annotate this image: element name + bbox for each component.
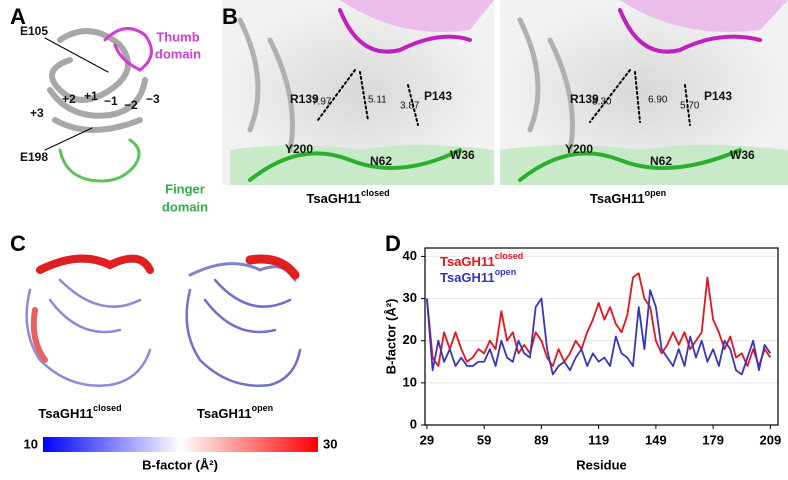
line: [426, 289, 772, 376]
caption: TsaGH11open: [590, 188, 666, 206]
x-axis-label: Residue: [576, 457, 627, 472]
domain-label: Thumb: [156, 29, 199, 44]
subsite: +2: [62, 92, 76, 106]
distance-label: 6.90: [648, 95, 668, 106]
panel-label: C: [10, 231, 26, 256]
distance-label: 8.30: [592, 97, 612, 108]
line: [426, 272, 772, 367]
text-base: TsaGH11: [440, 254, 495, 269]
text-sup: closed: [93, 403, 122, 413]
x-tick-label: 89: [534, 432, 548, 447]
x-tick-label: 179: [702, 432, 724, 447]
domain-label: domain: [162, 199, 208, 214]
domain-label: Finger: [165, 181, 205, 196]
subsite: −2: [124, 98, 138, 112]
legend-entry: TsaGH11closed: [440, 251, 523, 269]
subsite: +3: [30, 106, 44, 120]
plot-frame: [424, 247, 779, 426]
x-tick-label: 119: [588, 432, 609, 447]
residue-label: W36: [730, 148, 755, 162]
distance-label: 7.97: [312, 97, 332, 108]
colorbar-tick-label: 30: [323, 436, 337, 451]
y-tick-label: 30: [403, 290, 417, 305]
text-sup: closed: [495, 251, 524, 261]
protein-a: [44, 27, 153, 183]
residue-label: R139: [570, 92, 599, 106]
x-tick-label: 149: [645, 432, 667, 447]
caption: TsaGH11closed: [306, 188, 389, 206]
text-sup: open: [252, 403, 274, 413]
domain-label: domain: [155, 46, 201, 61]
distance-label: 5.70: [680, 101, 700, 112]
x-tick-label: 29: [420, 432, 434, 447]
text-base: TsaGH11: [590, 191, 645, 206]
residue-label: E105: [20, 24, 48, 38]
text-base: TsaGH11: [38, 406, 93, 421]
colorbar-label: B-factor (Å²): [142, 457, 218, 472]
y-tick-label: 10: [403, 374, 417, 389]
y-tick-label: 0: [410, 416, 417, 431]
subsite: −1: [104, 94, 118, 108]
residue-label: Y200: [285, 142, 313, 156]
subsite: −3: [146, 92, 160, 106]
residue-label: P143: [704, 89, 732, 103]
residue-label: Y200: [565, 142, 593, 156]
text-base: TsaGH11: [440, 270, 495, 285]
text-sup: open: [645, 188, 667, 198]
text-sup: closed: [361, 188, 390, 198]
residue-label: W36: [450, 148, 475, 162]
text-base: TsaGH11: [197, 406, 252, 421]
residue-label: E198: [20, 150, 48, 164]
colorbar: [43, 437, 318, 452]
residue-label: N62: [650, 154, 672, 168]
y-tick-label: 40: [403, 248, 417, 263]
x-tick-label: 209: [760, 432, 782, 447]
caption: TsaGH11closed: [38, 403, 121, 421]
residue-label: R139: [290, 92, 319, 106]
structure-c: [25, 254, 302, 387]
x-tick-label: 59: [477, 432, 491, 447]
y-axis-label: B-factor (Å²): [383, 299, 398, 375]
caption: TsaGH11open: [197, 403, 273, 421]
text-base: TsaGH11: [306, 191, 361, 206]
panel-label: A: [10, 4, 26, 29]
panel-label: D: [385, 231, 401, 256]
residue-label: N62: [370, 154, 392, 168]
text-sup: open: [495, 267, 517, 277]
subsite: +1: [84, 89, 98, 103]
colorbar-tick-label: 10: [24, 436, 38, 451]
structure-b: [230, 0, 788, 185]
panel-label: B: [222, 4, 238, 29]
residue-label: P143: [424, 89, 452, 103]
distance-label: 3.87: [400, 101, 420, 112]
y-tick-label: 20: [403, 332, 417, 347]
legend-entry: TsaGH11open: [440, 267, 516, 285]
distance-label: 5.11: [368, 95, 387, 106]
